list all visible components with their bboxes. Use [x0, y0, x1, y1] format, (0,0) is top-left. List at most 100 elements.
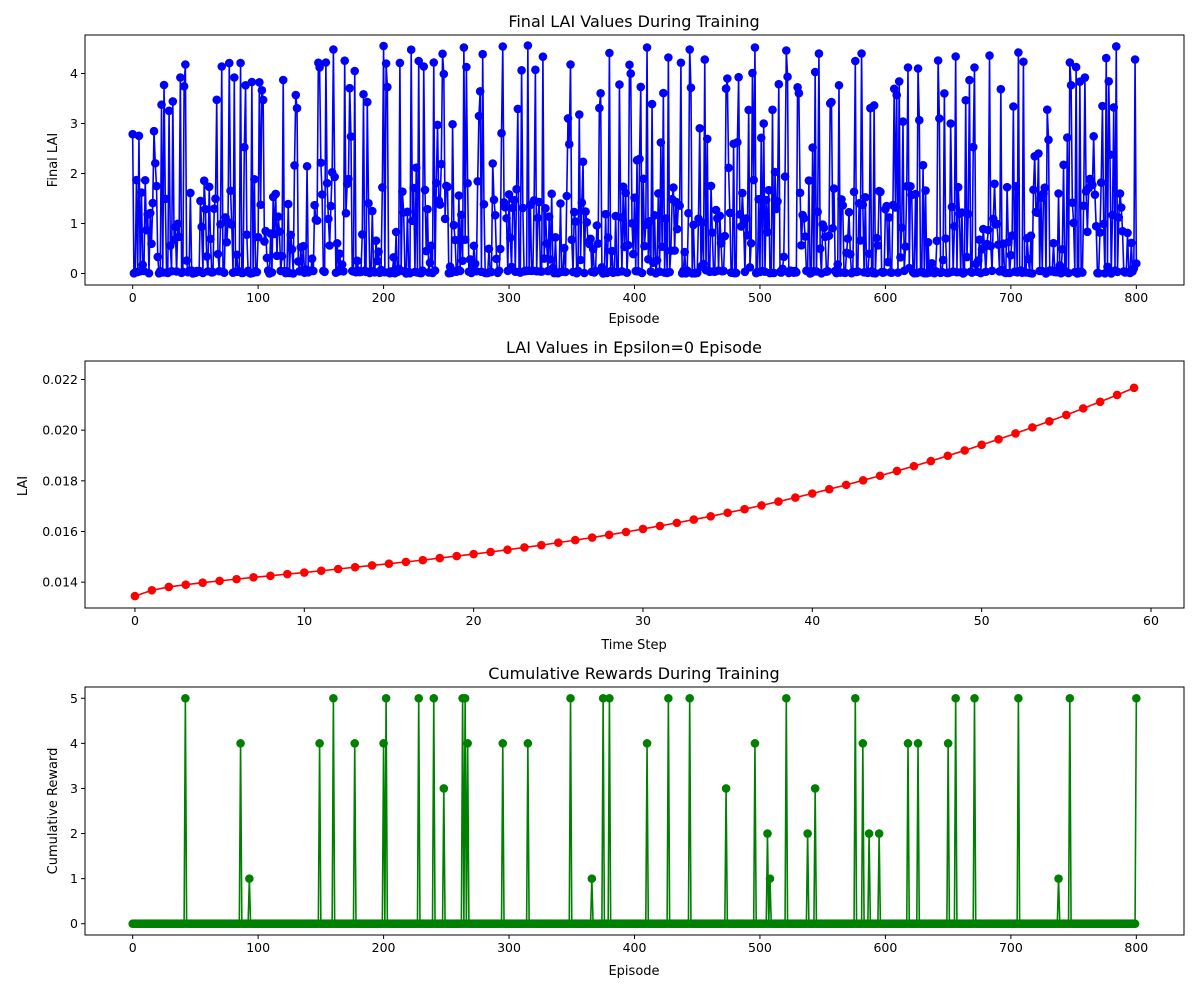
y-tick-label: 0.016	[42, 524, 78, 539]
data-point	[484, 244, 494, 254]
data-point	[906, 182, 915, 191]
data-point	[310, 200, 319, 210]
data-point	[986, 241, 996, 251]
data-point	[953, 182, 963, 192]
data-point	[1123, 228, 1132, 238]
data-point	[140, 175, 150, 185]
data-point	[563, 114, 573, 123]
data-point	[607, 246, 617, 256]
data-point	[345, 83, 355, 93]
data-point	[603, 233, 613, 242]
data-point	[745, 263, 755, 272]
data-point	[562, 191, 572, 201]
data-point	[938, 255, 948, 265]
data-point	[1104, 77, 1114, 86]
data-point	[637, 268, 647, 278]
y-tick-label: 4	[70, 66, 78, 81]
data-point	[740, 504, 749, 514]
data-point	[339, 267, 348, 276]
data-point	[134, 131, 144, 141]
data-point	[780, 172, 790, 181]
data-point	[635, 154, 644, 164]
data-point	[1014, 48, 1023, 57]
data-marks	[128, 41, 1141, 278]
x-tick-label: 40	[804, 613, 820, 628]
data-point	[173, 219, 183, 229]
data-point	[841, 480, 851, 490]
data-point	[462, 62, 471, 72]
data-point	[440, 214, 450, 224]
data-point	[457, 210, 466, 220]
data-point	[1071, 62, 1081, 72]
data-point	[571, 217, 580, 226]
data-point	[350, 66, 360, 76]
data-point	[197, 222, 206, 232]
data-point	[487, 267, 496, 277]
data-point	[819, 223, 829, 233]
data-point	[587, 533, 597, 542]
data-point	[864, 249, 874, 259]
data-point	[240, 142, 249, 152]
data-point	[622, 268, 632, 277]
data-point	[429, 693, 439, 703]
data-point	[196, 196, 205, 206]
data-point	[621, 527, 631, 537]
data-point	[352, 256, 362, 266]
data-point	[401, 557, 411, 567]
data-point	[963, 209, 973, 219]
data-point	[926, 456, 936, 466]
data-point	[1014, 693, 1023, 703]
data-point	[773, 197, 782, 206]
y-tick-label: 5	[70, 691, 78, 706]
data-point	[250, 174, 259, 184]
data-point	[181, 693, 190, 703]
data-point	[486, 547, 495, 557]
data-point	[844, 207, 854, 217]
data-point	[700, 55, 710, 64]
data-point	[994, 434, 1003, 444]
data-point	[537, 267, 546, 276]
data-point	[725, 208, 735, 218]
panel-cumulative-rewards: Cumulative Rewards During Training Episo…	[46, 664, 1185, 979]
data-point	[1127, 238, 1136, 248]
data-point	[554, 538, 563, 547]
data-point	[965, 75, 974, 85]
data-point	[236, 739, 245, 748]
data-point	[933, 56, 943, 65]
data-point	[743, 231, 752, 240]
data-point	[898, 117, 908, 126]
data-point	[1004, 237, 1013, 247]
data-point	[242, 230, 252, 239]
x-tick-label: 50	[974, 613, 990, 628]
data-point	[455, 266, 465, 276]
axes-frame	[84, 34, 1185, 286]
data-point	[992, 219, 1002, 229]
data-point	[1042, 105, 1052, 114]
data-point	[858, 476, 868, 485]
data-point	[1049, 238, 1058, 248]
data-point	[828, 223, 838, 233]
data-point	[901, 242, 910, 251]
data-point	[810, 784, 820, 793]
data-point	[419, 62, 429, 71]
data-point	[473, 177, 482, 186]
data-point	[843, 234, 853, 243]
data-point	[490, 210, 500, 220]
axis-ticks: 0 100 200 300 400 500 600 700 800 0 1 2 3 4	[70, 66, 1148, 305]
data-point	[1044, 135, 1053, 145]
data-point	[257, 86, 267, 95]
data-point	[580, 268, 589, 278]
data-point	[664, 53, 673, 62]
data-point	[829, 184, 839, 193]
data-point	[454, 191, 464, 200]
data-point	[371, 236, 381, 245]
y-tick-label: 1	[70, 871, 78, 886]
data-point	[229, 73, 239, 82]
x-tick-label: 0	[131, 613, 139, 628]
chart-title: Cumulative Rewards During Training	[488, 664, 779, 683]
data-point	[823, 266, 832, 276]
data-point	[1091, 221, 1101, 231]
data-point	[973, 256, 983, 265]
data-marks	[128, 693, 1141, 929]
y-axis-label: Cumulative Reward	[46, 748, 61, 875]
